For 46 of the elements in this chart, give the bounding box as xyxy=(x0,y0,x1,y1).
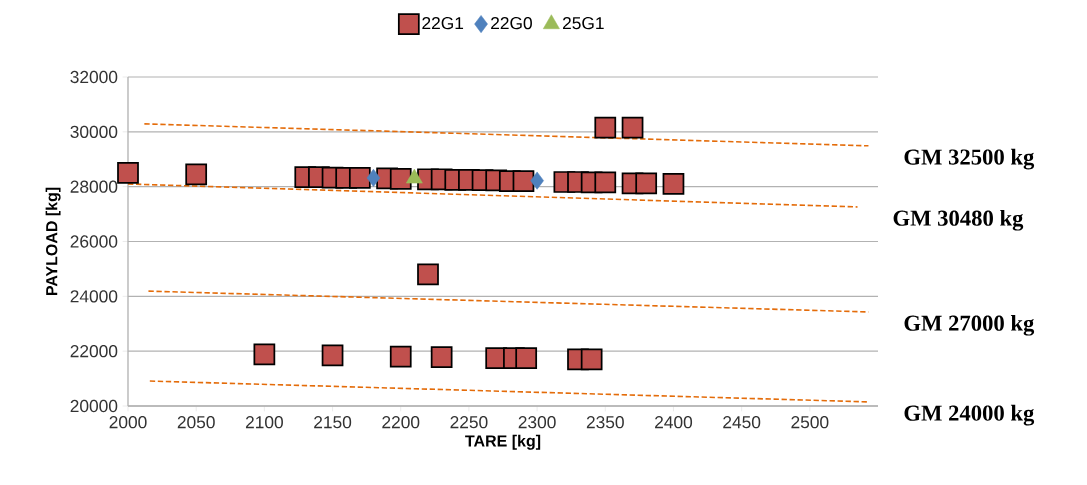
series-label: GM 30480 kg xyxy=(893,209,1024,231)
point xyxy=(366,168,381,187)
y-tick-label: 30000 xyxy=(70,125,118,138)
point xyxy=(594,171,617,194)
x-tick-label: 2300 xyxy=(518,416,556,429)
point xyxy=(512,170,535,193)
point xyxy=(430,346,453,369)
point xyxy=(530,171,544,190)
legend-label: 22G0 xyxy=(491,17,532,30)
x-tick-label: 2100 xyxy=(245,416,283,429)
y-tick-label: 28000 xyxy=(70,180,118,193)
legend-label: 22G1 xyxy=(422,17,464,30)
legend-label: 25G1 xyxy=(563,17,604,30)
point xyxy=(185,163,208,186)
x-tick-label: 2000 xyxy=(109,416,147,429)
series-label: GM 27000 kg xyxy=(904,314,1035,336)
x-tick-label: 2050 xyxy=(177,416,215,429)
x-tick-label: 2500 xyxy=(791,416,829,429)
x-tick-label: 2250 xyxy=(450,416,488,429)
point xyxy=(580,348,603,371)
x-tick-label: 2150 xyxy=(314,416,352,429)
point xyxy=(389,345,412,368)
point xyxy=(117,162,139,184)
point xyxy=(594,116,617,139)
y-tick-label: 20000 xyxy=(70,399,118,413)
point xyxy=(389,168,412,190)
point xyxy=(253,343,276,366)
series-label: GM 32500 kg xyxy=(904,148,1035,170)
point xyxy=(417,263,439,286)
y-tick-label: 24000 xyxy=(70,290,118,303)
x-tick-label: 2450 xyxy=(723,416,761,429)
x-tick-label: 2400 xyxy=(655,416,693,429)
y-axis-title: PAYLOAD [kg] xyxy=(45,187,61,296)
x-tick-label: 2350 xyxy=(586,416,624,429)
point xyxy=(515,347,538,369)
y-tick-label: 22000 xyxy=(70,345,118,358)
point xyxy=(635,172,658,195)
point xyxy=(662,173,685,195)
x-axis-title: TARE [kg] xyxy=(465,434,541,450)
point xyxy=(321,344,344,367)
series-label: GM 24000 kg xyxy=(904,404,1035,426)
point xyxy=(621,116,644,139)
y-tick-label: 32000 xyxy=(70,70,118,84)
y-tick-label: 26000 xyxy=(70,235,118,248)
point xyxy=(348,167,371,189)
x-tick-label: 2200 xyxy=(382,416,420,429)
